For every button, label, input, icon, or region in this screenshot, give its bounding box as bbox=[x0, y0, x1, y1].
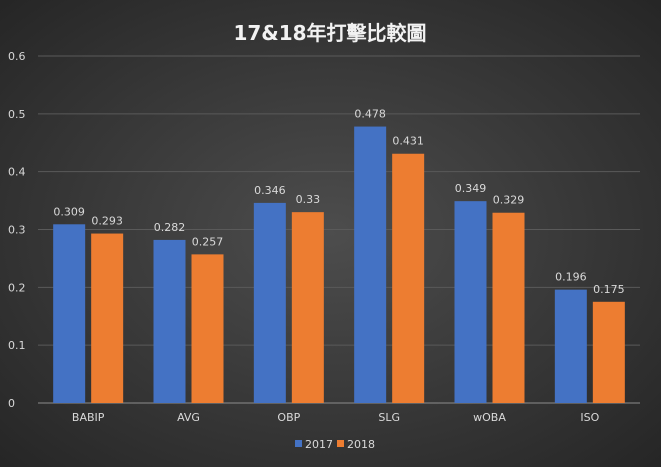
data-label: 0.349 bbox=[455, 182, 487, 195]
y-tick-label: 0.2 bbox=[8, 281, 26, 294]
bar-2017-OBP bbox=[253, 202, 286, 403]
legend-label-2018: 2018 bbox=[347, 438, 375, 451]
y-tick-label: 0.4 bbox=[8, 166, 26, 179]
y-tick-label: 0 bbox=[8, 397, 15, 410]
bar-2018-AVG bbox=[191, 254, 224, 403]
bar-2018-BABIP bbox=[91, 233, 124, 403]
x-tick-label: wOBA bbox=[473, 411, 506, 424]
y-tick-label: 0.5 bbox=[8, 108, 26, 121]
legend-label-2017: 2017 bbox=[305, 438, 333, 451]
y-tick-label: 0.6 bbox=[8, 50, 26, 63]
legend-swatch-2018 bbox=[337, 440, 344, 447]
data-label: 0.431 bbox=[392, 135, 424, 148]
legend-swatch-2017 bbox=[295, 440, 302, 447]
y-tick-label: 0.3 bbox=[8, 224, 26, 237]
bar-2017-AVG bbox=[153, 239, 186, 403]
bar-2017-wOBA bbox=[454, 201, 487, 403]
bar-2017-SLG bbox=[354, 126, 387, 403]
x-tick-label: BABIP bbox=[72, 411, 105, 424]
data-label: 0.329 bbox=[493, 194, 525, 207]
bar-2017-BABIP bbox=[53, 224, 86, 403]
x-tick-label: ISO bbox=[580, 411, 599, 424]
bar-2018-wOBA bbox=[492, 212, 525, 403]
data-label: 0.478 bbox=[354, 108, 386, 121]
bar-2018-SLG bbox=[392, 153, 425, 403]
data-label: 0.175 bbox=[593, 283, 625, 296]
data-label: 0.257 bbox=[192, 235, 224, 248]
data-label: 0.196 bbox=[555, 271, 587, 284]
bar-2017-ISO bbox=[554, 289, 587, 403]
bar-2018-OBP bbox=[291, 212, 324, 403]
chart-title: 17&18年打擊比較圖 bbox=[233, 21, 426, 45]
x-tick-label: AVG bbox=[177, 411, 200, 424]
data-label: 0.309 bbox=[53, 205, 85, 218]
data-label: 0.293 bbox=[91, 215, 123, 228]
x-tick-label: SLG bbox=[378, 411, 400, 424]
y-tick-label: 0.1 bbox=[8, 339, 26, 352]
data-label: 0.282 bbox=[154, 221, 186, 234]
bar-2018-ISO bbox=[592, 301, 625, 403]
data-label: 0.346 bbox=[254, 184, 286, 197]
x-tick-label: OBP bbox=[277, 411, 300, 424]
data-label: 0.33 bbox=[296, 193, 321, 206]
